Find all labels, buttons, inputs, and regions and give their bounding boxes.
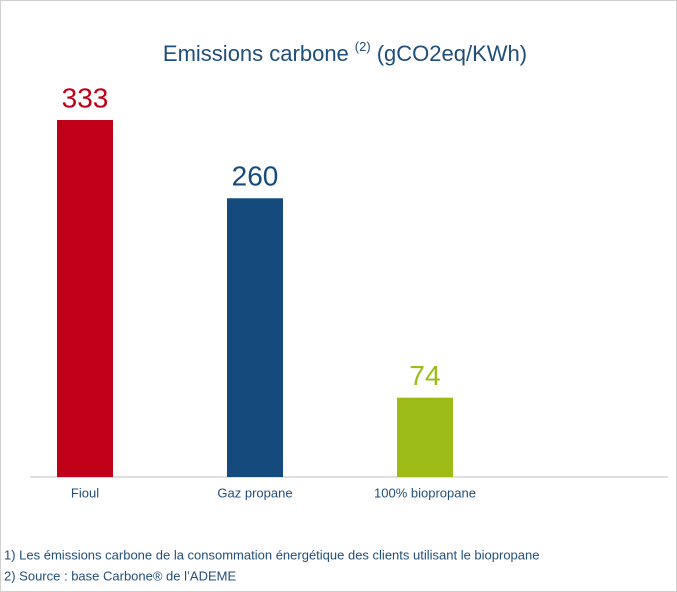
title-unit: (gCO2eq/KWh)	[377, 41, 527, 66]
title-main: Emissions carbone	[163, 41, 349, 66]
footnote: 1) Les émissions carbone de la consommat…	[4, 547, 539, 562]
x-tick-label: 100% biopropane	[374, 485, 476, 500]
title-superscript: (2)	[355, 39, 371, 54]
bar	[397, 397, 453, 477]
footnote: 2) Source : base Carbone® de l’ADEME	[4, 568, 236, 583]
x-tick-label: Fioul	[71, 485, 99, 500]
chart-title: Emissions carbone (2) (gCO2eq/KWh)	[163, 39, 527, 65]
bar	[57, 120, 113, 477]
value-label: 260	[232, 161, 279, 192]
value-label: 74	[409, 360, 440, 391]
bar	[227, 198, 283, 477]
x-tick-label: Gaz propane	[217, 485, 292, 500]
value-label: 333	[62, 82, 109, 113]
